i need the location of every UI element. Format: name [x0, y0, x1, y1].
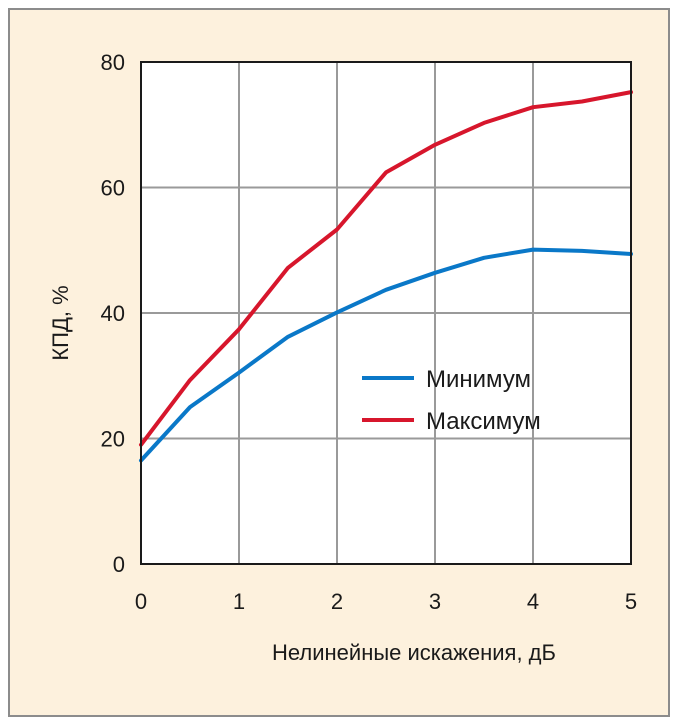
y-tick-labels: 0 20 40 60 80 [101, 50, 125, 577]
y-axis-label: КПД, % [48, 285, 73, 360]
line-chart: 0 20 40 60 80 0 1 2 3 4 5 Нелинейные искажения, д… [48, 50, 637, 665]
series-lines [139, 90, 633, 463]
y-tick-label: 40 [101, 301, 125, 326]
x-axis-label: Нелинейные искажения, дБ [272, 640, 556, 665]
series-line-1 [139, 247, 633, 463]
x-tick-label: 3 [429, 589, 441, 614]
x-tick-label: 4 [527, 589, 539, 614]
legend: Минимум Максимум [362, 366, 541, 435]
legend-label-2: Максимум [426, 408, 541, 435]
y-tick-label: 60 [101, 176, 125, 201]
legend-label-1: Минимум [426, 366, 531, 393]
chart-panel: 0 20 40 60 80 0 1 2 3 4 5 Нелинейные искажения, д… [8, 8, 670, 717]
y-tick-label: 80 [101, 50, 125, 75]
x-tick-labels: 0 1 2 3 4 5 [135, 589, 637, 614]
x-tick-label: 0 [135, 589, 147, 614]
series-line-2 [139, 90, 633, 447]
y-tick-label: 20 [101, 427, 125, 452]
x-tick-label: 1 [233, 589, 245, 614]
y-tick-label: 0 [113, 552, 125, 577]
plot-frame [140, 61, 632, 565]
x-tick-label: 2 [331, 589, 343, 614]
x-tick-label: 5 [625, 589, 637, 614]
